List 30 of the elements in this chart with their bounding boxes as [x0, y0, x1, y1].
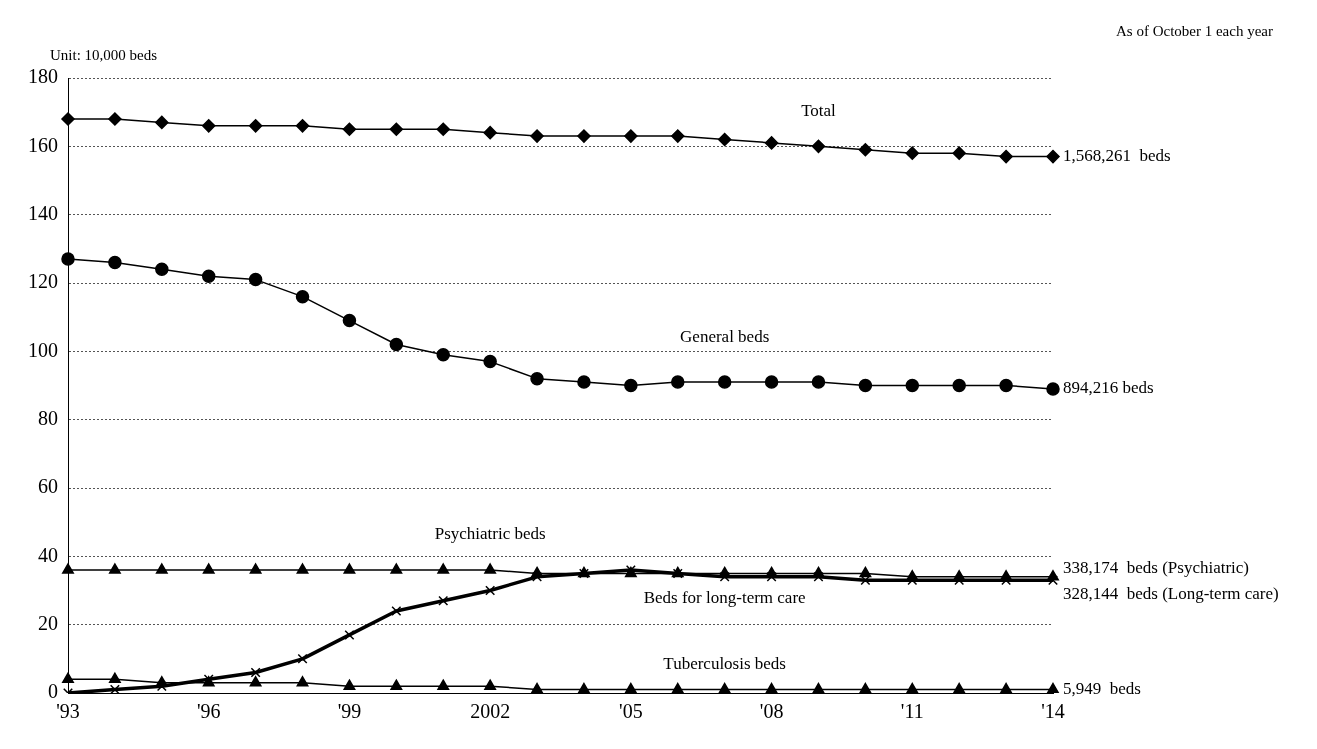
annotation: 5,949 beds — [1063, 679, 1141, 699]
series-label: Total — [801, 100, 837, 120]
x-tick-label: '96 — [196, 700, 221, 723]
x-tick-label: '08 — [759, 700, 784, 723]
text: Unit: 10,000 beds — [50, 47, 158, 64]
series-label: Psychiatric beds — [434, 524, 546, 544]
x-tick-label: '99 — [337, 700, 362, 723]
y-tick-label: 100 — [28, 338, 58, 361]
text: As of October 1 each year — [1115, 23, 1273, 40]
annotation: 894,216 beds — [1063, 378, 1154, 398]
series-label: General beds — [680, 326, 770, 346]
y-tick-label: 40 — [38, 543, 58, 566]
y-tick-label: 180 — [28, 65, 58, 88]
y-tick-label: 160 — [28, 133, 58, 156]
y-tick-label: 120 — [28, 270, 58, 293]
x-tick-label: 2002 — [470, 700, 511, 723]
y-tick-label: 0 — [48, 680, 58, 703]
x-tick-label: '11 — [900, 700, 924, 723]
x-tick-label: '93 — [56, 700, 80, 723]
y-tick-label: 20 — [38, 611, 58, 634]
y-tick-label: 60 — [38, 475, 58, 498]
y-tick-label: 80 — [38, 406, 58, 429]
series-label: Tuberculosis beds — [663, 654, 786, 674]
x-tick-label: '05 — [619, 700, 643, 723]
annotation: 328,144 beds (Long-term care) — [1063, 583, 1279, 603]
x-tick-label: '14 — [1041, 700, 1065, 723]
series-label: Beds for long-term care — [643, 588, 806, 608]
annotation: 1,568,261 beds — [1063, 146, 1171, 166]
y-tick-label: 140 — [28, 201, 58, 224]
annotation: 338,174 beds (Psychiatric) — [1063, 558, 1250, 578]
